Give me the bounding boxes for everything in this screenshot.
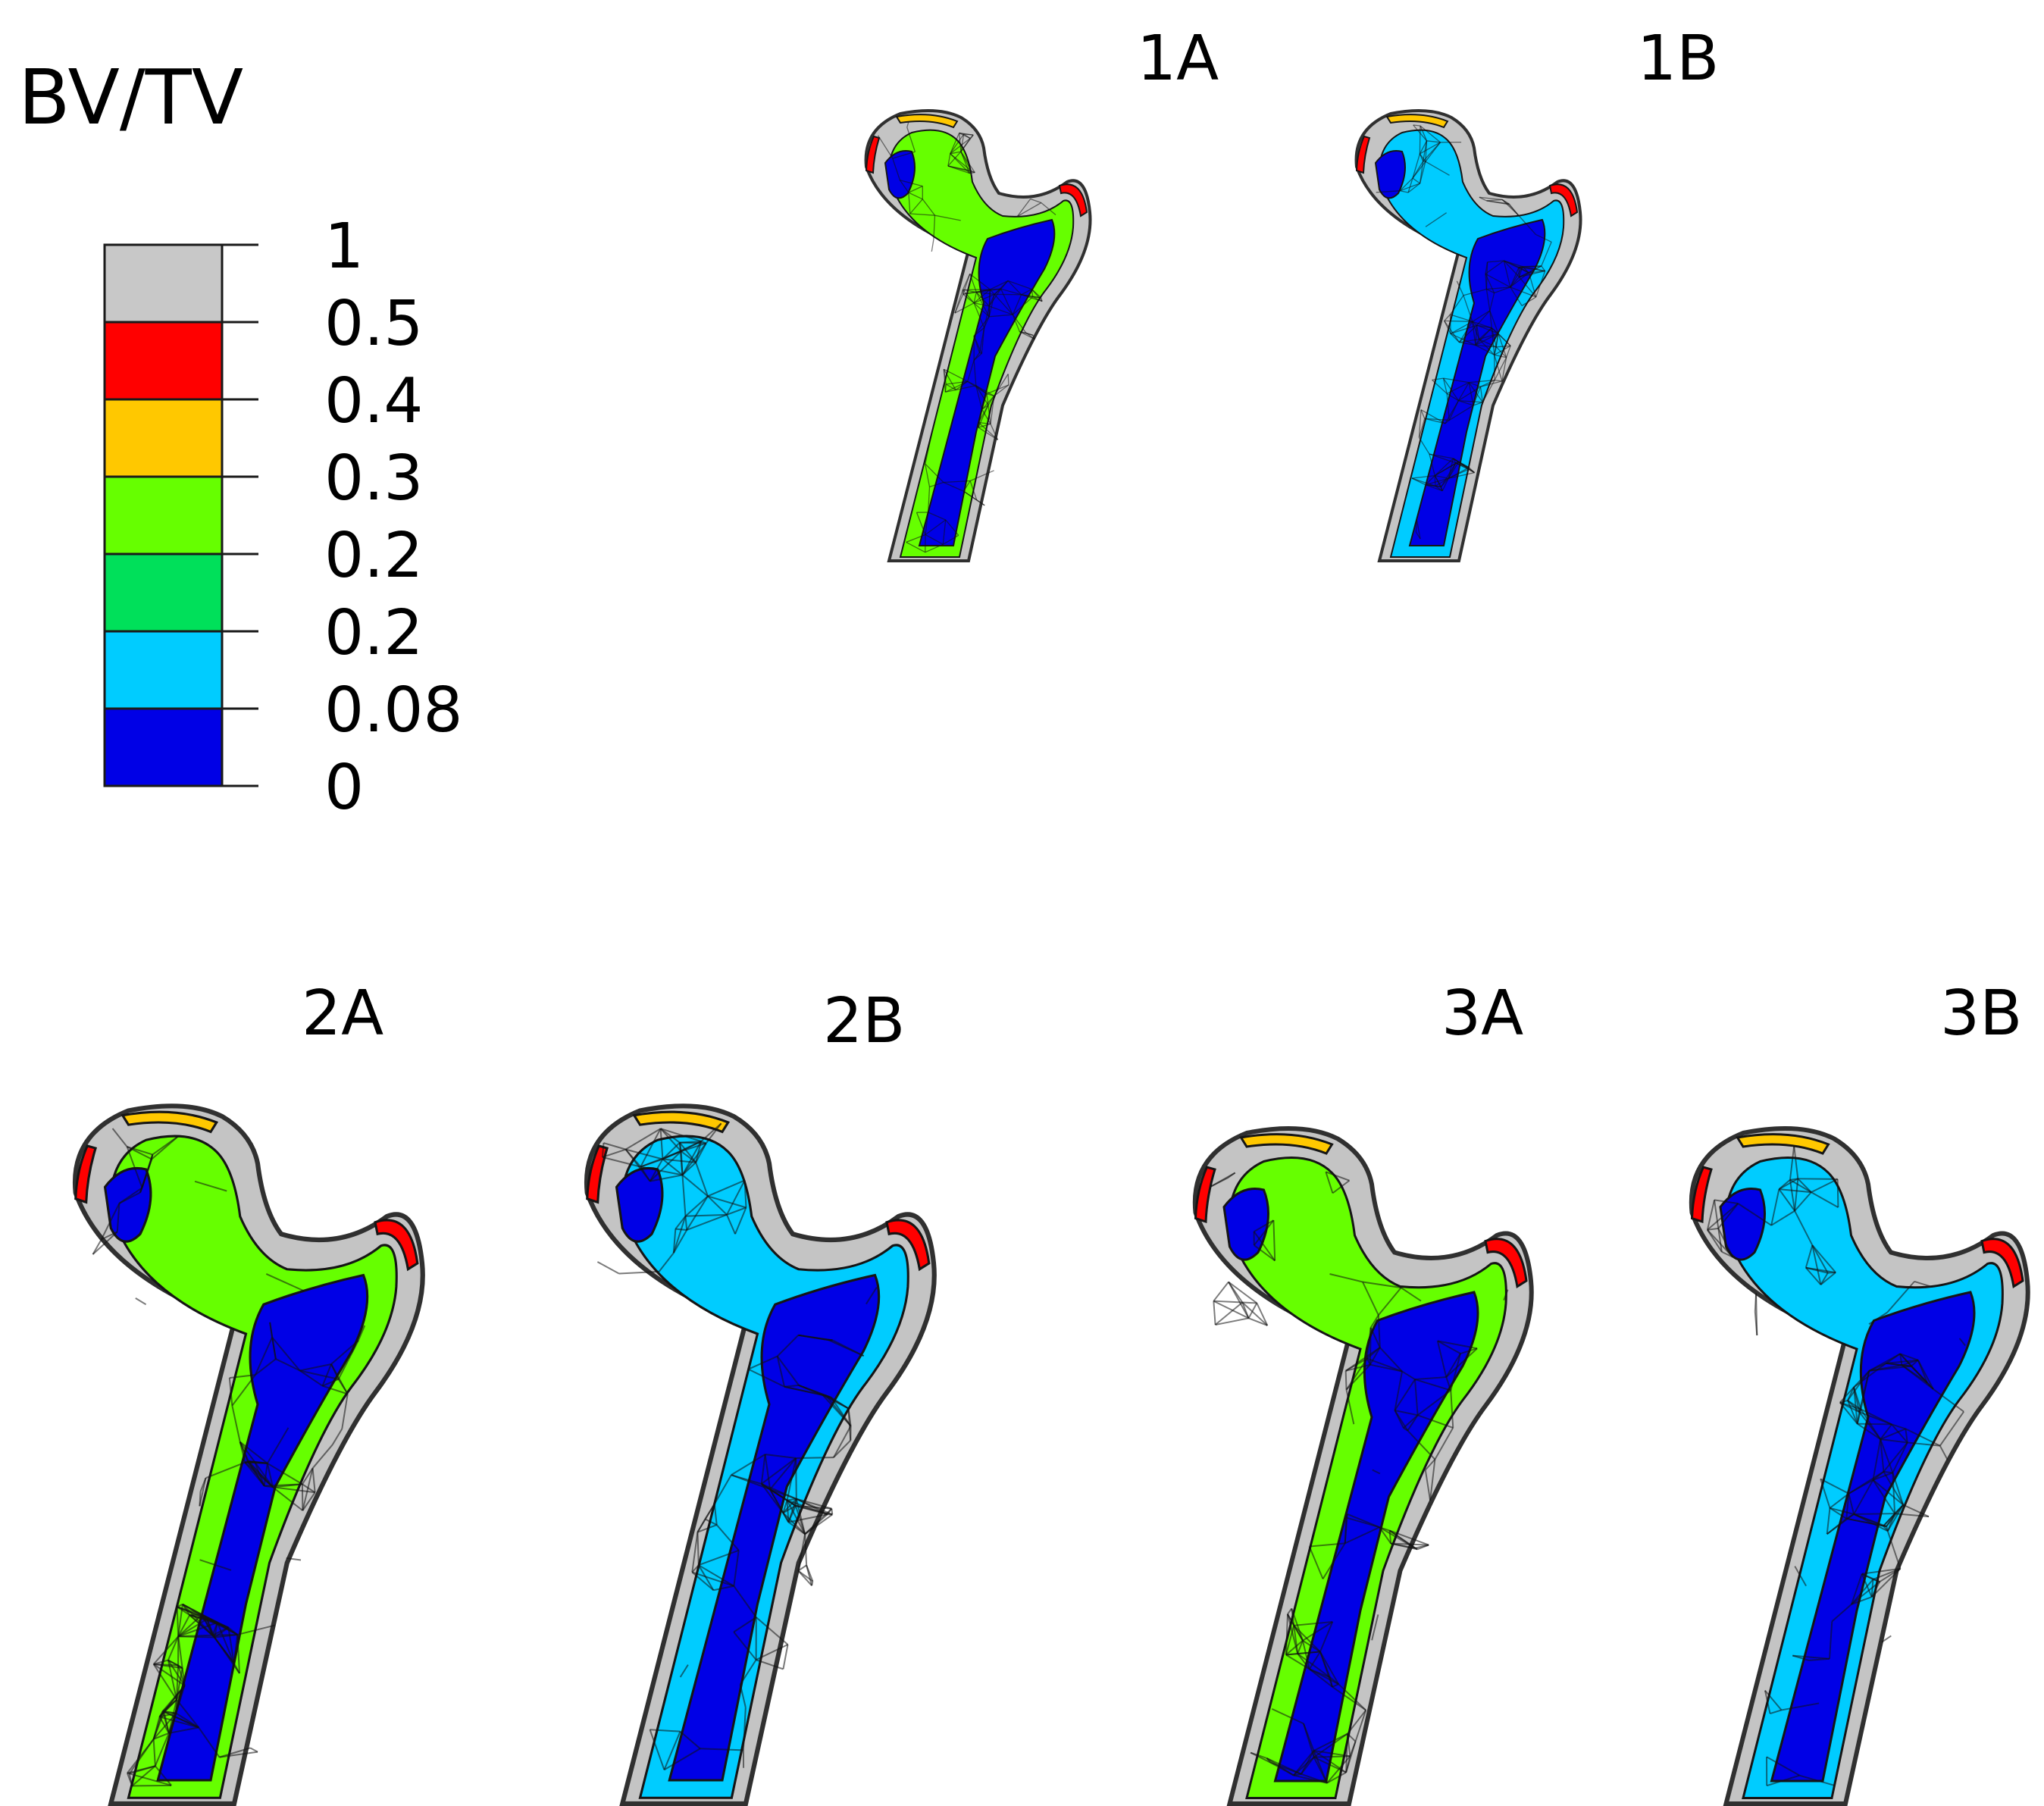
panel-label-1a: 1A	[1137, 23, 1219, 95]
panel-label-1b: 1B	[1637, 23, 1719, 95]
panel-3b	[1692, 1128, 2028, 1804]
panel-label-2a: 2A	[302, 978, 383, 1050]
panel-3a	[1195, 1128, 1532, 1804]
legend-bins	[103, 243, 224, 787]
panel-2b-zone-2	[615, 1166, 664, 1243]
legend-title: BV/TV	[18, 53, 243, 142]
panel-label-3a: 3A	[1441, 978, 1523, 1050]
panel-2a-zone-1	[156, 1273, 369, 1782]
panel-1a-zone-2	[884, 150, 916, 199]
legend-ticks: 10.50.40.30.20.20.080	[222, 211, 463, 824]
panel-1b-zone-1	[1408, 218, 1546, 546]
legend-tick-label-6: 0.08	[324, 675, 463, 747]
panel-label-3b: 3B	[1940, 978, 2022, 1050]
panel-3a-zone-4	[1239, 1133, 1334, 1155]
panel-1b-zone-3	[1355, 135, 1371, 174]
panel-3a-zone-3	[1194, 1166, 1216, 1224]
panel-1a-zone-4	[895, 114, 959, 129]
panel-2b-zone-1	[668, 1273, 881, 1782]
legend-bin-4	[103, 552, 224, 633]
panel-1b-zone-4	[1385, 114, 1449, 129]
panel-3a-zone-1	[1273, 1291, 1479, 1783]
panel-1a-zone-5	[1058, 183, 1088, 218]
panel-1b-zone-2	[1374, 150, 1406, 199]
panel-2b-zone-4	[632, 1110, 731, 1134]
panel-2a	[75, 1106, 423, 1804]
panel-2a-zone-3	[74, 1144, 98, 1204]
panel-1a	[864, 109, 1092, 562]
panel-3b-zone-3	[1690, 1166, 1713, 1224]
panel-2b-zone-3	[586, 1144, 609, 1204]
legend-bin-2	[103, 398, 224, 478]
legend-bin-0	[103, 243, 224, 324]
panel-2b-zone-5	[885, 1219, 931, 1272]
color-legend: BV/TV 10.50.40.30.20.20.080	[18, 53, 463, 824]
legend-tick-label-7: 0	[324, 752, 364, 824]
legend-bin-1	[103, 321, 224, 401]
panel-2a-zone-4	[121, 1110, 219, 1134]
legend-tick-label-0: 1	[324, 211, 364, 283]
panel-2a-zone-2	[103, 1166, 152, 1243]
panel-2a-zone-5	[374, 1219, 419, 1272]
panel-1b-zone-5	[1548, 183, 1579, 218]
legend-bin-6	[103, 707, 224, 787]
legend-bin-5	[103, 630, 224, 710]
panel-1b	[1354, 109, 1582, 562]
legend-tick-label-4: 0.2	[324, 520, 423, 592]
panel-2b	[587, 1106, 934, 1804]
legend-tick-label-5: 0.2	[324, 597, 423, 669]
panel-label-2b: 2B	[823, 985, 905, 1057]
panel-3b-zone-5	[1980, 1238, 2024, 1288]
panel-3b-zone-4	[1736, 1133, 1830, 1155]
panel-3a-zone-5	[1484, 1238, 1528, 1288]
panel-3b-zone-2	[1719, 1188, 1766, 1261]
legend-tick-label-2: 0.4	[324, 365, 423, 437]
legend-tick-label-1: 0.5	[324, 288, 423, 360]
legend-tick-label-3: 0.3	[324, 443, 423, 515]
legend-bin-3	[103, 475, 224, 556]
